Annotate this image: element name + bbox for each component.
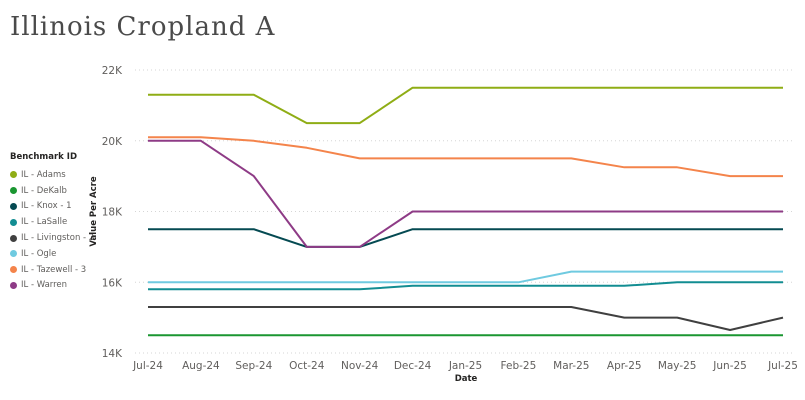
y-tick-label: 20K — [102, 136, 123, 148]
y-axis-title: Value Per Acre — [89, 176, 99, 246]
legend-title: Benchmark ID — [10, 152, 77, 162]
legend-item-il-tazewell-3[interactable]: IL - Tazewell - 3 — [10, 262, 94, 278]
legend-label: IL - Adams — [21, 169, 66, 180]
legend-item-il-adams[interactable]: IL - Adams — [10, 167, 94, 183]
series-line-il-lasalle — [148, 281, 783, 291]
legend-marker — [10, 187, 17, 195]
y-tick-label: 14K — [102, 348, 123, 360]
x-tick-label: Mar-25 — [553, 360, 589, 372]
legend-marker — [10, 218, 17, 226]
legend-marker — [10, 202, 17, 210]
series-line-il-tazewell-3 — [148, 136, 783, 178]
y-tick-label: 22K — [102, 65, 123, 77]
x-tick-label: Apr-25 — [607, 360, 642, 372]
legend-items: IL - Adams IL - DeKalb IL - Knox - 1 IL - L… — [10, 167, 94, 293]
x-tick-label: Dec-24 — [394, 360, 432, 372]
legend: Benchmark ID IL - Adams IL - DeKalb IL - K… — [10, 152, 94, 293]
legend-marker — [10, 171, 17, 179]
x-tick-label: Jul-25 — [767, 360, 798, 372]
x-tick-label: Jan-25 — [448, 360, 482, 372]
x-tick-label: Sep-24 — [235, 360, 272, 372]
x-tick-label: May-25 — [658, 360, 697, 372]
legend-item-il-dekalb[interactable]: IL - DeKalb — [10, 183, 94, 199]
series-line-il-warren — [148, 139, 783, 248]
x-tick-label: Nov-24 — [341, 360, 379, 372]
legend-item-il-knox-1[interactable]: IL - Knox - 1 — [10, 199, 94, 215]
legend-item-il-livingston-2[interactable]: IL - Livingston - 2 — [10, 230, 94, 246]
legend-label: IL - Knox - 1 — [21, 201, 72, 212]
x-tick-label: Jun-25 — [712, 360, 747, 372]
legend-label: IL - Livingston - 2 — [21, 233, 95, 244]
legend-item-il-warren[interactable]: IL - Warren — [10, 278, 94, 294]
series-line-il-ogle — [148, 270, 783, 284]
legend-label: IL - Warren — [21, 280, 68, 291]
legend-item-il-ogle[interactable]: IL - Ogle — [10, 246, 94, 262]
x-tick-label: Aug-24 — [182, 360, 220, 372]
legend-label: IL - Tazewell - 3 — [21, 264, 87, 275]
legend-marker — [10, 250, 17, 258]
series-line-il-livingston-2 — [148, 306, 784, 331]
legend-item-il-lasalle[interactable]: IL - LaSalle — [10, 214, 94, 230]
legend-marker — [10, 281, 17, 289]
x-axis-title: Date — [455, 374, 478, 384]
chart-title: Illinois Cropland A — [10, 12, 276, 42]
legend-label: IL - Ogle — [21, 248, 57, 259]
series-line-il-knox-1 — [148, 228, 783, 248]
legend-marker — [10, 266, 17, 274]
x-tick-label: Feb-25 — [501, 360, 537, 372]
legend-marker — [10, 234, 17, 242]
y-tick-label: 18K — [102, 207, 123, 219]
x-tick-label: Jul-24 — [132, 360, 163, 372]
legend-label: IL - LaSalle — [21, 217, 68, 228]
legend-label: IL - DeKalb — [21, 185, 67, 196]
series-line-il-adams — [148, 86, 783, 125]
x-tick-label: Oct-24 — [289, 360, 325, 372]
y-tick-label: 16K — [102, 277, 123, 289]
